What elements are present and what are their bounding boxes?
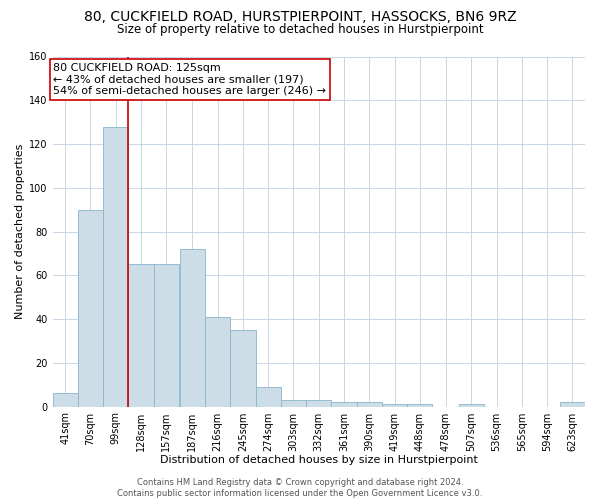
Bar <box>103 126 128 406</box>
Bar <box>205 317 230 406</box>
Y-axis label: Number of detached properties: Number of detached properties <box>15 144 25 319</box>
Bar <box>180 249 205 406</box>
Bar <box>331 402 356 406</box>
Text: Size of property relative to detached houses in Hurstpierpoint: Size of property relative to detached ho… <box>116 22 484 36</box>
Bar <box>306 400 331 406</box>
Bar <box>382 404 407 406</box>
Bar <box>128 264 154 406</box>
Bar <box>356 402 382 406</box>
Bar <box>281 400 306 406</box>
Bar <box>78 210 103 406</box>
Bar <box>230 330 256 406</box>
Text: 80, CUCKFIELD ROAD, HURSTPIERPOINT, HASSOCKS, BN6 9RZ: 80, CUCKFIELD ROAD, HURSTPIERPOINT, HASS… <box>83 10 517 24</box>
Bar <box>458 404 484 406</box>
X-axis label: Distribution of detached houses by size in Hurstpierpoint: Distribution of detached houses by size … <box>160 455 478 465</box>
Bar <box>53 394 78 406</box>
Bar <box>560 402 585 406</box>
Text: Contains HM Land Registry data © Crown copyright and database right 2024.
Contai: Contains HM Land Registry data © Crown c… <box>118 478 482 498</box>
Bar <box>407 404 433 406</box>
Bar <box>256 387 281 406</box>
Text: 80 CUCKFIELD ROAD: 125sqm
← 43% of detached houses are smaller (197)
54% of semi: 80 CUCKFIELD ROAD: 125sqm ← 43% of detac… <box>53 63 326 96</box>
Bar <box>154 264 179 406</box>
